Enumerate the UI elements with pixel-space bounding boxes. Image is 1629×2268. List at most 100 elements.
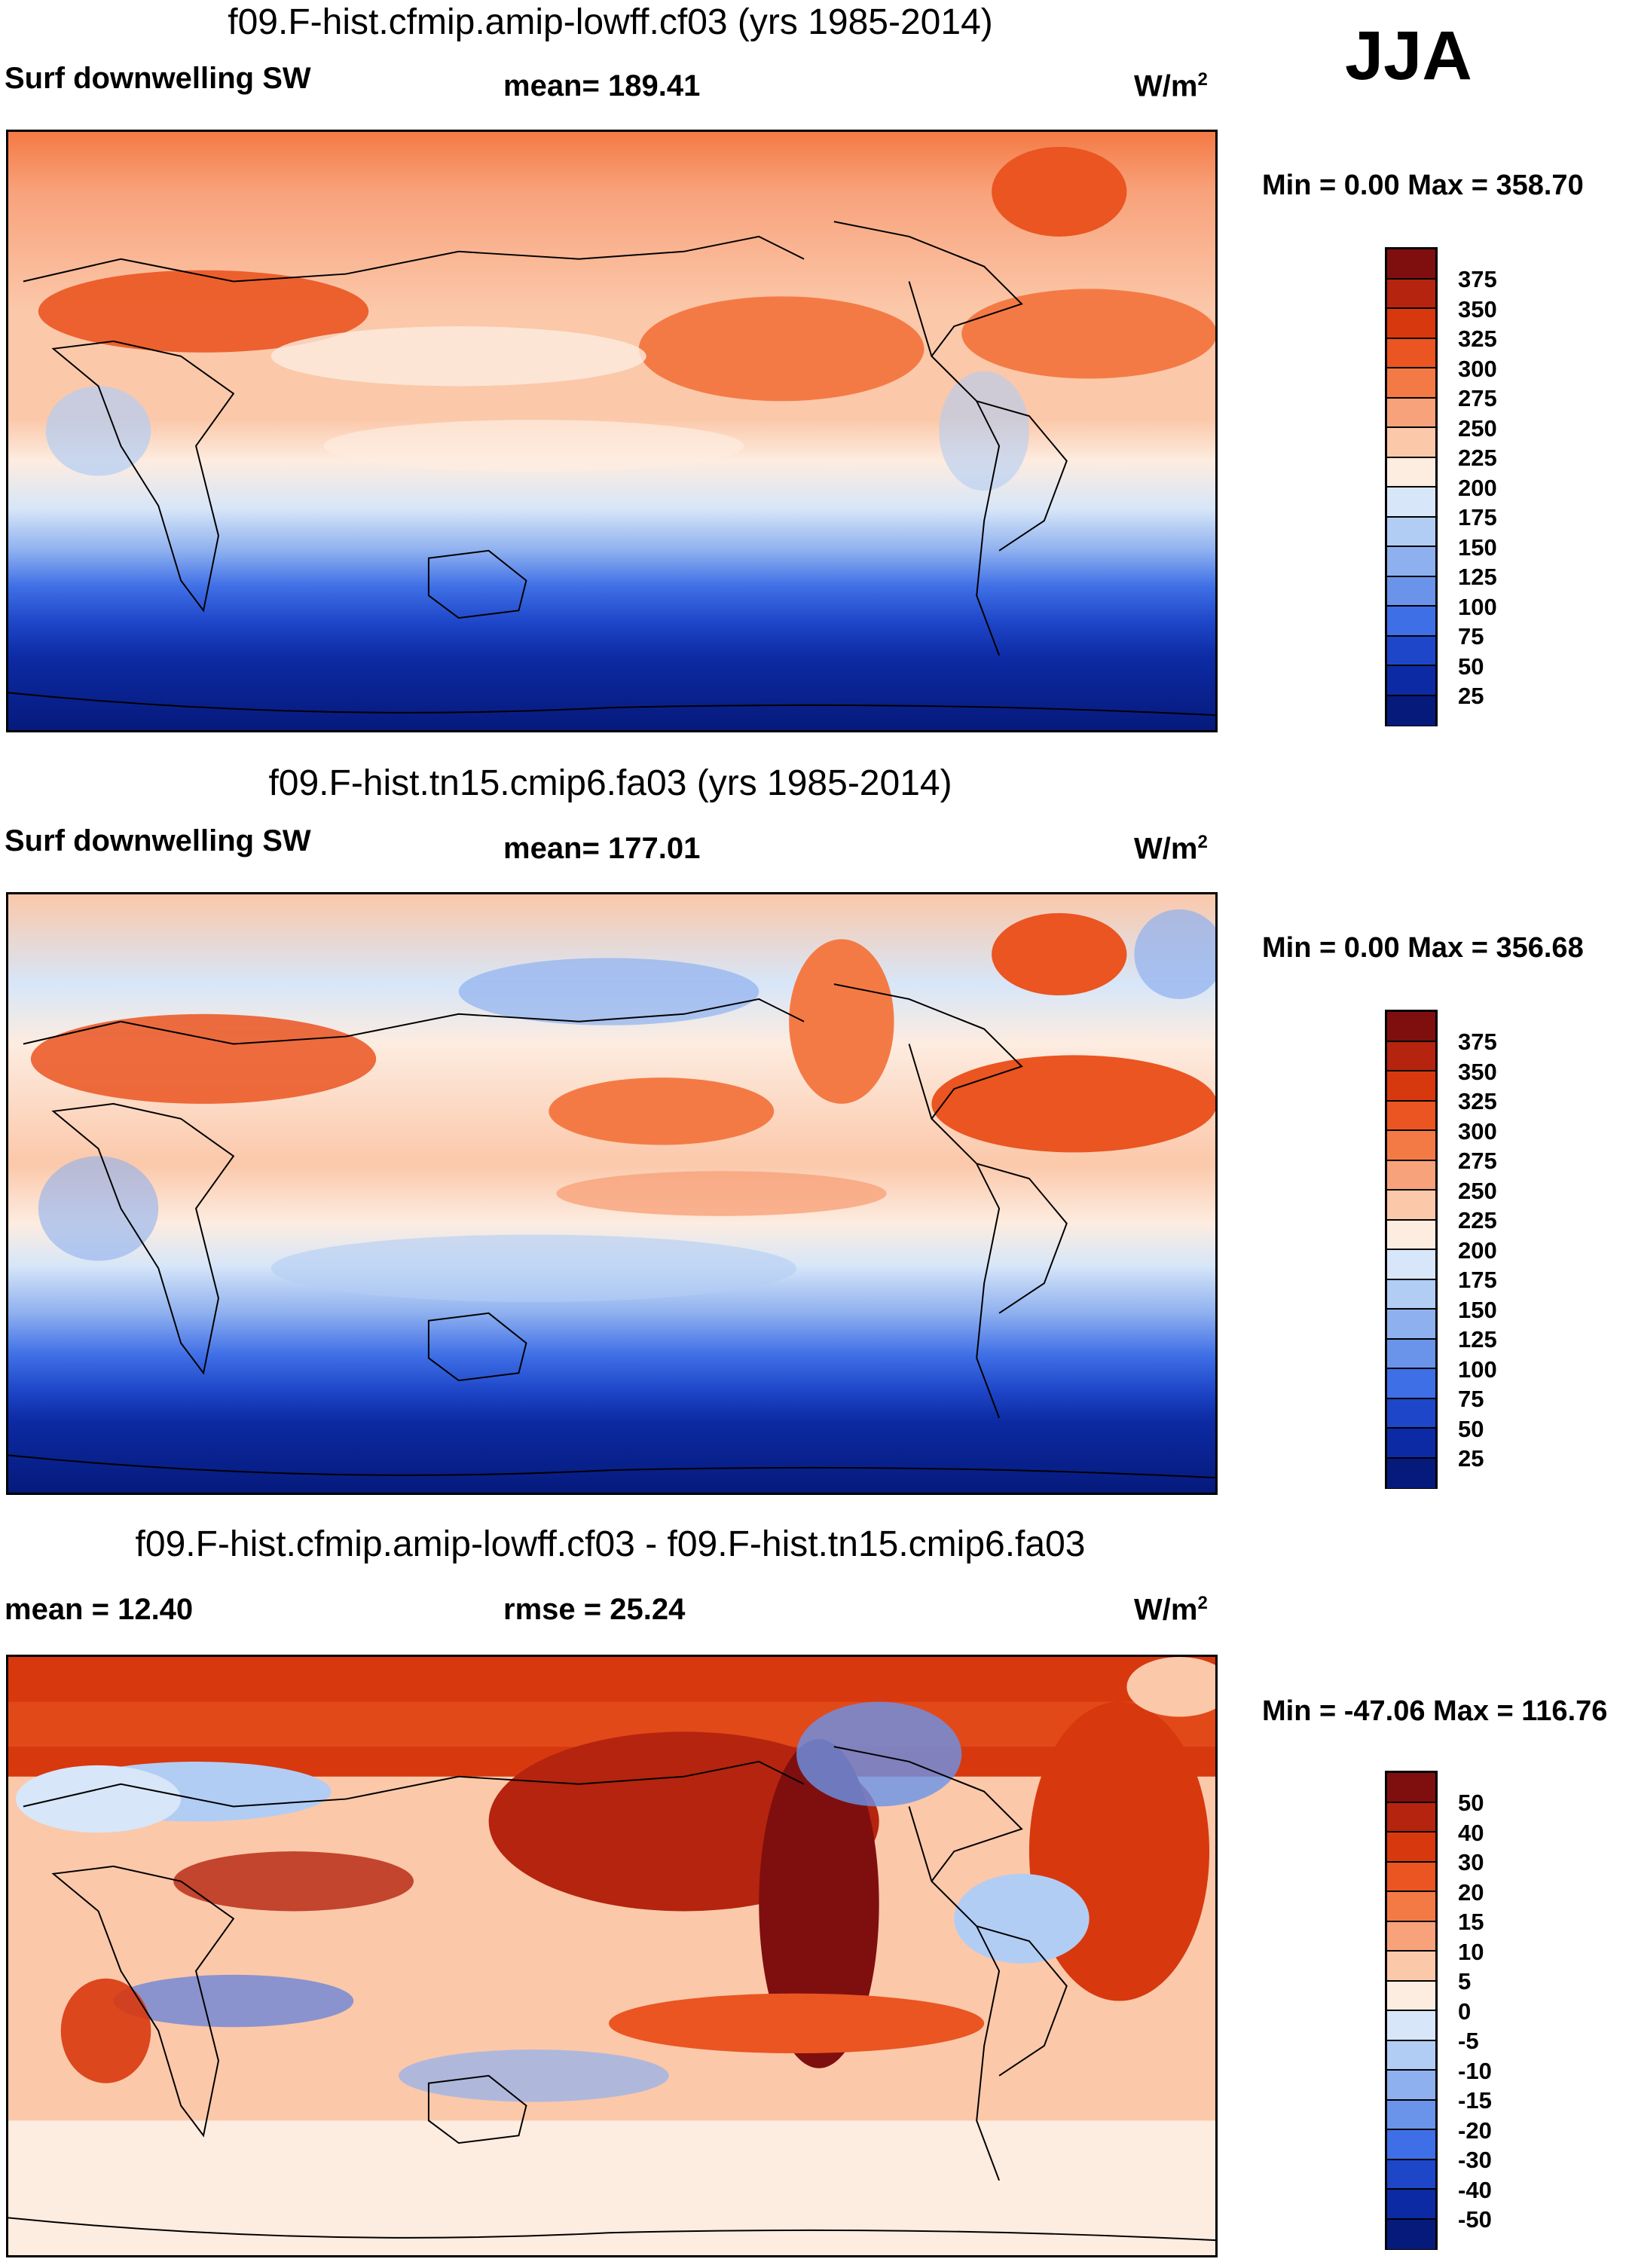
- panel3-minmax-label: Min = -47.06 Max = 116.76: [1262, 1695, 1608, 1727]
- colorbar-cell: [1387, 1339, 1435, 1369]
- colorbar-cell: [1387, 1012, 1435, 1042]
- colorbar-tick-label: 225: [1458, 445, 1497, 471]
- colorbar-tick-label: 175: [1458, 504, 1497, 530]
- colorbar-cell: [1387, 666, 1435, 696]
- panel3-map: [6, 1655, 1218, 2257]
- panel1-minmax-label: Min = 0.00 Max = 358.70: [1262, 170, 1584, 201]
- panel2-title: f09.F-hist.tn15.cmip6.fa03 (yrs 1985-201…: [268, 763, 952, 803]
- colorbar-cell: [1387, 1802, 1435, 1832]
- panel1-colorbar: [1385, 247, 1438, 726]
- colorbar-tick-label: 20: [1458, 1878, 1484, 1906]
- colorbar-tick-label: 30: [1458, 1849, 1484, 1875]
- colorbar-cell: [1387, 1101, 1435, 1131]
- season-label: JJA: [1345, 17, 1472, 94]
- colorbar-cell: [1387, 309, 1435, 339]
- colorbar-tick-label: 0: [1458, 1997, 1472, 2025]
- colorbar-tick-label: 300: [1458, 1117, 1497, 1145]
- colorbar-cell: [1387, 1398, 1435, 1429]
- panel3-rmse-label: rmse = 25.24: [503, 1593, 686, 1626]
- colorbar-cell: [1387, 368, 1435, 399]
- colorbar-cell: [1387, 1981, 1435, 2011]
- colorbar-cell: [1387, 517, 1435, 547]
- panel1-map: [6, 130, 1218, 732]
- colorbar-cell: [1387, 1160, 1435, 1191]
- colorbar-cell: [1387, 636, 1435, 666]
- colorbar-tick-label: -10: [1458, 2057, 1492, 2084]
- colorbar-cell: [1387, 1220, 1435, 1250]
- colorbar-tick-label: 325: [1458, 326, 1497, 352]
- colorbar-cell: [1387, 428, 1435, 458]
- panel3-colorbar: [1385, 1771, 1438, 2250]
- colorbar-cell: [1387, 1832, 1435, 1863]
- colorbar-cell: [1387, 695, 1435, 726]
- colorbar-tick-label: 100: [1458, 593, 1497, 620]
- colorbar-cell: [1387, 576, 1435, 607]
- colorbar-tick-label: 300: [1458, 355, 1497, 382]
- colorbar-tick-label: 275: [1458, 1148, 1497, 1174]
- panel2-map: [6, 892, 1218, 1495]
- colorbar-tick-label: 200: [1458, 1236, 1497, 1264]
- colorbar-tick-label: 125: [1458, 1326, 1497, 1353]
- panel2-colorbar: [1385, 1010, 1438, 1489]
- colorbar-cell: [1387, 2040, 1435, 2071]
- colorbar-tick-label: 100: [1458, 1356, 1497, 1383]
- colorbar-cell: [1387, 279, 1435, 309]
- colorbar-cell: [1387, 1773, 1435, 1803]
- colorbar-tick-label: 50: [1458, 1790, 1484, 1816]
- colorbar-cell: [1387, 457, 1435, 488]
- colorbar-tick-label: -30: [1458, 2147, 1492, 2173]
- colorbar-tick-label: 375: [1458, 266, 1497, 292]
- colorbar-tick-label: 275: [1458, 385, 1497, 411]
- colorbar-cell: [1387, 1310, 1435, 1340]
- colorbar-cell: [1387, 1429, 1435, 1459]
- colorbar-cell: [1387, 249, 1435, 280]
- colorbar-cell: [1387, 547, 1435, 577]
- colorbar-tick-label: 50: [1458, 1415, 1484, 1442]
- panel2-mean-label: mean= 177.01: [503, 832, 701, 865]
- colorbar-cell: [1387, 398, 1435, 428]
- colorbar-tick-label: 75: [1458, 623, 1484, 650]
- colorbar-cell: [1387, 2011, 1435, 2041]
- colorbar-tick-label: -15: [1458, 2087, 1492, 2114]
- colorbar-tick-label: 150: [1458, 1296, 1497, 1323]
- colorbar-tick-label: 150: [1458, 533, 1497, 561]
- colorbar-tick-label: 5: [1458, 1968, 1472, 1994]
- panel2-minmax-label: Min = 0.00 Max = 356.68: [1262, 932, 1584, 964]
- colorbar-cell: [1387, 2130, 1435, 2160]
- colorbar-cell: [1387, 1458, 1435, 1488]
- colorbar-cell: [1387, 1131, 1435, 1161]
- panel1-mean-label: mean= 189.41: [503, 69, 701, 102]
- colorbar-tick-label: 125: [1458, 564, 1497, 590]
- colorbar-cell: [1387, 338, 1435, 368]
- colorbar-cell: [1387, 1921, 1435, 1952]
- colorbar-cell: [1387, 1071, 1435, 1102]
- colorbar-cell: [1387, 1279, 1435, 1310]
- colorbar-tick-label: 225: [1458, 1207, 1497, 1233]
- colorbar-tick-label: 15: [1458, 1909, 1484, 1935]
- colorbar-cell: [1387, 1862, 1435, 1892]
- colorbar-cell: [1387, 1952, 1435, 1982]
- colorbar-tick-label: 40: [1458, 1819, 1484, 1846]
- colorbar-cell: [1387, 607, 1435, 637]
- colorbar-tick-label: 325: [1458, 1088, 1497, 1114]
- colorbar-tick-label: 25: [1458, 683, 1484, 709]
- colorbar-tick-label: 375: [1458, 1029, 1497, 1055]
- colorbar-cell: [1387, 1041, 1435, 1071]
- colorbar-tick-label: 175: [1458, 1267, 1497, 1293]
- colorbar-tick-label: 350: [1458, 1058, 1497, 1085]
- colorbar-cell: [1387, 1892, 1435, 1922]
- colorbar-tick-label: 10: [1458, 1938, 1484, 1965]
- colorbar-cell: [1387, 2071, 1435, 2101]
- panel3-title: f09.F-hist.cfmip.amip-lowff.cf03 - f09.F…: [135, 1524, 1086, 1564]
- colorbar-tick-label: -50: [1458, 2206, 1492, 2233]
- panel2-units-label: W/m2: [1134, 832, 1208, 866]
- colorbar-cell: [1387, 1369, 1435, 1399]
- panel3-units-label: W/m2: [1134, 1593, 1208, 1627]
- colorbar-tick-label: -20: [1458, 2117, 1492, 2144]
- panel1-units-label: W/m2: [1134, 69, 1208, 103]
- colorbar-tick-label: 250: [1458, 1177, 1497, 1204]
- colorbar-cell: [1387, 2159, 1435, 2190]
- colorbar-cell: [1387, 2100, 1435, 2130]
- colorbar-tick-label: 200: [1458, 474, 1497, 501]
- colorbar-tick-label: -5: [1458, 2028, 1479, 2054]
